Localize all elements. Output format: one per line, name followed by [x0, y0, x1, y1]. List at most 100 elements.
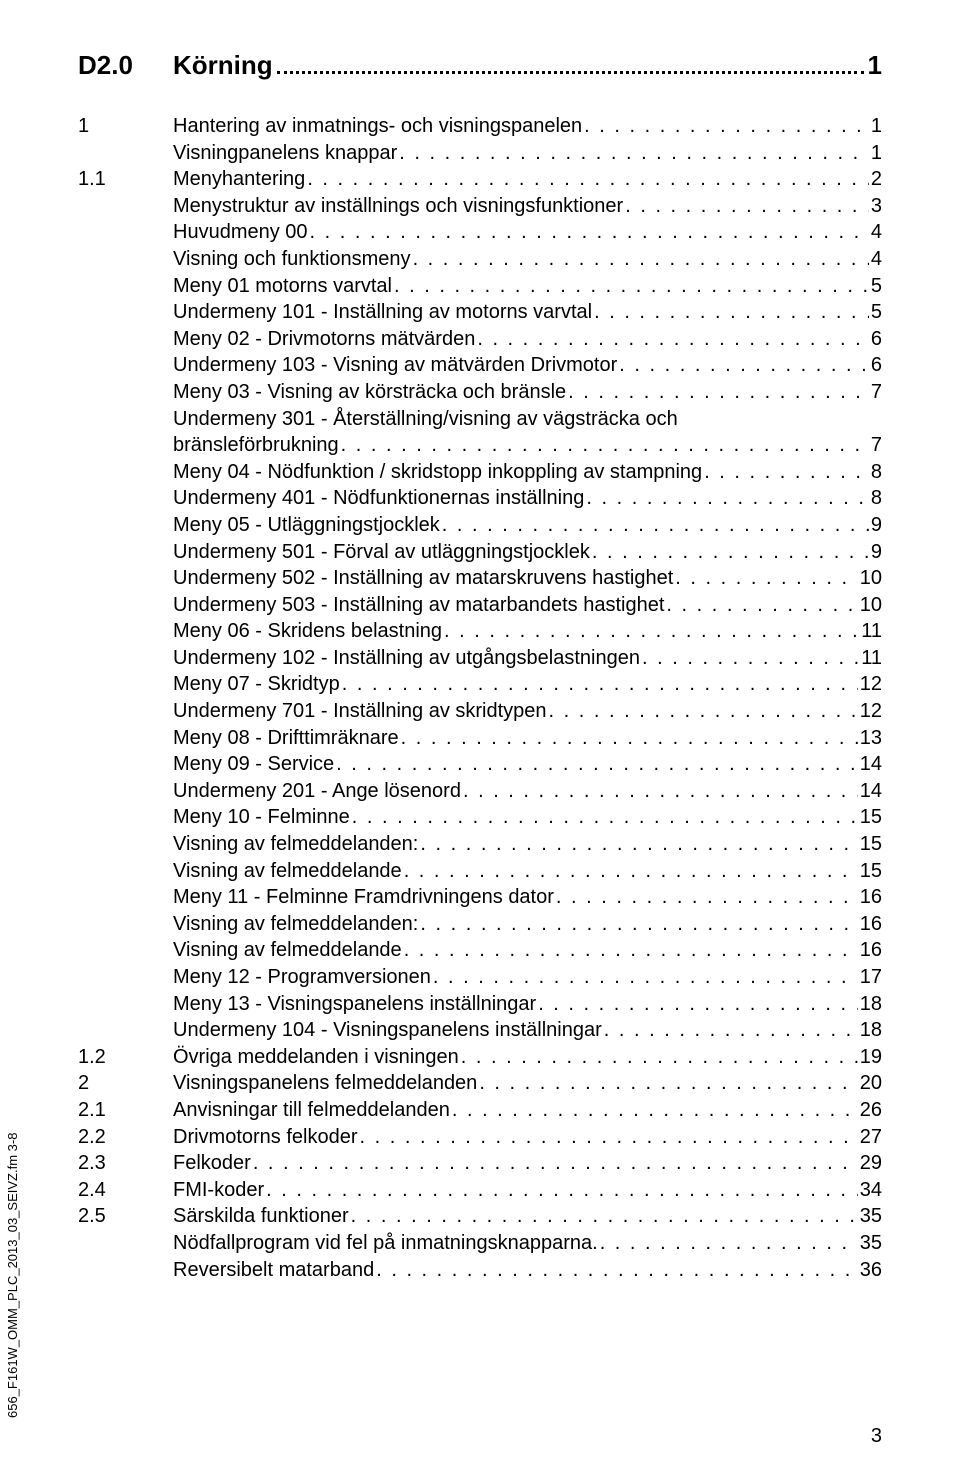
toc-entry-page: 6: [871, 326, 882, 353]
toc-entry-number: 2.2: [78, 1124, 173, 1151]
toc-entry-page: 1: [871, 140, 882, 167]
toc-entry-page: 29: [860, 1150, 882, 1177]
toc-entry: Meny 13 - Visningspanelens inställningar…: [78, 991, 882, 1018]
toc-leader-dots: . . . . . . . . . . . . . . . . . . . . …: [266, 1177, 858, 1204]
toc-entry-title-wrap: Visning och funktionsmeny. . . . . . . .…: [173, 246, 882, 273]
toc-leader-dots: . . . . . . . . . . . . . . . . . . . . …: [600, 1230, 858, 1257]
toc-entry-page: 18: [860, 1017, 882, 1044]
toc-entry: Undermeny 102 - Inställning av utgångsbe…: [78, 645, 882, 672]
toc-entry-title-wrap: Felkoder. . . . . . . . . . . . . . . . …: [173, 1150, 882, 1177]
toc-entry: Meny 07 - Skridtyp. . . . . . . . . . . …: [78, 671, 882, 698]
toc-entry-title: Meny 06 - Skridens belastning: [173, 618, 442, 645]
toc-entry-page: 34: [860, 1177, 882, 1204]
toc-entry-title-wrap: Menystruktur av inställnings och visning…: [173, 193, 882, 220]
page: D2.0 Körning 1 1Hantering av inmatnings-…: [0, 0, 960, 1478]
toc-entry-number: 2: [78, 1070, 173, 1097]
toc-entry-title: Visning av felmeddelanden:: [173, 911, 418, 938]
toc-leader-dots: . . . . . . . . . . . . . . . . . . . . …: [594, 299, 869, 326]
toc-entry: Undermeny 104 - Visningspanelens inställ…: [78, 1017, 882, 1044]
toc-entry-page: 12: [860, 698, 882, 725]
toc-entry-page: 16: [860, 937, 882, 964]
toc-entry: 2.4FMI-koder. . . . . . . . . . . . . . …: [78, 1177, 882, 1204]
toc-entry-title: Meny 10 - Felminne: [173, 804, 350, 831]
toc-entry: Meny 12 - Programversionen. . . . . . . …: [78, 964, 882, 991]
toc-entry-title: Felkoder: [173, 1150, 251, 1177]
toc-entry-title: Undermeny 104 - Visningspanelens inställ…: [173, 1017, 602, 1044]
toc-entry-title-wrap: Meny 12 - Programversionen. . . . . . . …: [173, 964, 882, 991]
toc-leader-dots: . . . . . . . . . . . . . . . . . . . . …: [463, 778, 858, 805]
toc-leader-dots: . . . . . . . . . . . . . . . . . . . . …: [351, 1203, 858, 1230]
toc-entry-page: 13: [860, 725, 882, 752]
toc-entry-title-wrap: Undermeny 104 - Visningspanelens inställ…: [173, 1017, 882, 1044]
toc-entry-title: Anvisningar till felmeddelanden: [173, 1097, 450, 1124]
toc-leader-dots: . . . . . . . . . . . . . . . . . . . . …: [604, 1017, 858, 1044]
toc-leader-dots: . . . . . . . . . . . . . . . . . . . . …: [568, 379, 869, 406]
toc-entry-title-wrap: Visningpanelens knappar. . . . . . . . .…: [173, 140, 882, 167]
toc-entry-page: 15: [860, 804, 882, 831]
toc-entry-page: 27: [860, 1124, 882, 1151]
toc-leader-dots: . . . . . . . . . . . . . . . . . . . . …: [586, 485, 869, 512]
toc-entry: 2.1Anvisningar till felmeddelanden. . . …: [78, 1097, 882, 1124]
toc-entry-title-wrap: Menyhantering. . . . . . . . . . . . . .…: [173, 166, 882, 193]
toc-entry-title-wrap: Meny 03 - Visning av körsträcka och brän…: [173, 379, 882, 406]
toc-entry-title: Meny 08 - Drifttimräknare: [173, 725, 399, 752]
toc-entry-title: Visning av felmeddelande: [173, 858, 402, 885]
toc-leader-dots: . . . . . . . . . . . . . . . . . . . . …: [625, 193, 869, 220]
toc-entry: Nödfallprogram vid fel på inmatningsknap…: [78, 1230, 882, 1257]
toc-entry-title-wrap: Nödfallprogram vid fel på inmatningsknap…: [173, 1230, 882, 1257]
toc-entry-title-wrap: Meny 11 - Felminne Framdrivningens dator…: [173, 884, 882, 911]
toc-entry-page: 4: [871, 246, 882, 273]
toc-leader-dots: . . . . . . . . . . . . . . . . . . . . …: [675, 565, 857, 592]
toc-entry: Visning av felmeddelanden:. . . . . . . …: [78, 911, 882, 938]
toc-leader-dots: . . . . . . . . . . . . . . . . . . . . …: [442, 512, 869, 539]
toc-entry-page: 35: [860, 1230, 882, 1257]
toc-entry: Reversibelt matarband. . . . . . . . . .…: [78, 1257, 882, 1284]
toc-leader-dots: . . . . . . . . . . . . . . . . . . . . …: [477, 326, 869, 353]
toc-entry-title-wrap: Övriga meddelanden i visningen. . . . . …: [173, 1044, 882, 1071]
toc-entry-title: Meny 01 motorns varvtal: [173, 273, 392, 300]
toc-leader-dots: . . . . . . . . . . . . . . . . . . . . …: [642, 645, 859, 672]
chapter-heading: D2.0 Körning 1: [78, 50, 882, 81]
toc-entry-page: 36: [860, 1257, 882, 1284]
toc-entry-title-wrap: Undermeny 501 - Förval av utläggningstjo…: [173, 539, 882, 566]
toc-leader-dots: . . . . . . . . . . . . . . . . . . . . …: [556, 884, 858, 911]
toc-leader-dots: . . . . . . . . . . . . . . . . . . . . …: [592, 539, 869, 566]
toc-entry-title: Menystruktur av inställnings och visning…: [173, 193, 623, 220]
toc-entry-title-wrap: Hantering av inmatnings- och visningspan…: [173, 113, 882, 140]
toc-entry-page: 17: [860, 964, 882, 991]
toc-entry-title: Undermeny 301 - Återställning/visning av…: [173, 406, 678, 433]
toc-entry-title: Meny 13 - Visningspanelens inställningar: [173, 991, 536, 1018]
toc-entry-title: Meny 11 - Felminne Framdrivningens dator: [173, 884, 554, 911]
toc-leader-dots: . . . . . . . . . . . . . . . . . . . . …: [401, 725, 858, 752]
toc-entry-title: Undermeny 503 - Inställning av matarband…: [173, 592, 664, 619]
toc-entry-title: Undermeny 102 - Inställning av utgångsbe…: [173, 645, 640, 672]
toc-entry: Undermeny 401 - Nödfunktionernas inställ…: [78, 485, 882, 512]
toc-entry-title: Drivmotorns felkoder: [173, 1124, 358, 1151]
toc-entry-page: 15: [860, 831, 882, 858]
toc-entry: Undermeny 503 - Inställning av matarband…: [78, 592, 882, 619]
toc-entry-title: Meny 05 - Utläggningstjocklek: [173, 512, 440, 539]
toc-leader-dots: . . . . . . . . . . . . . . . . . . . . …: [394, 273, 869, 300]
chapter-number: D2.0: [78, 50, 173, 81]
toc-entry-title-wrap: Visning av felmeddelande. . . . . . . . …: [173, 937, 882, 964]
toc-entry: Visning och funktionsmeny. . . . . . . .…: [78, 246, 882, 273]
toc-entry-page: 8: [871, 459, 882, 486]
toc-leader-dots: . . . . . . . . . . . . . . . . . . . . …: [420, 831, 857, 858]
toc-entry-title: Undermeny 701 - Inställning av skridtype…: [173, 698, 547, 725]
chapter-title: Körning: [173, 50, 273, 81]
toc-entry-title-wrap: Undermeny 101 - Inställning av motorns v…: [173, 299, 882, 326]
toc-entry: Menystruktur av inställnings och visning…: [78, 193, 882, 220]
toc-entry-title: Meny 09 - Service: [173, 751, 334, 778]
toc-leader-dots: . . . . . . . . . . . . . . . . . . . . …: [420, 911, 857, 938]
toc-entry-title: Undermeny 501 - Förval av utläggningstjo…: [173, 539, 590, 566]
toc-leader-dots: . . . . . . . . . . . . . . . . . . . . …: [444, 618, 859, 645]
toc-entry-title-wrap: Visning av felmeddelanden:. . . . . . . …: [173, 911, 882, 938]
toc-entry: Visning av felmeddelanden:. . . . . . . …: [78, 831, 882, 858]
toc-entry-title: Övriga meddelanden i visningen: [173, 1044, 459, 1071]
toc-entry: 1.2Övriga meddelanden i visningen. . . .…: [78, 1044, 882, 1071]
chapter-leader-dots: [277, 71, 864, 74]
toc-entry-page: 4: [871, 219, 882, 246]
toc-entry-page: 9: [871, 512, 882, 539]
toc-entry-page: 2: [871, 166, 882, 193]
toc-entry: Undermeny 103 - Visning av mätvärden Dri…: [78, 352, 882, 379]
